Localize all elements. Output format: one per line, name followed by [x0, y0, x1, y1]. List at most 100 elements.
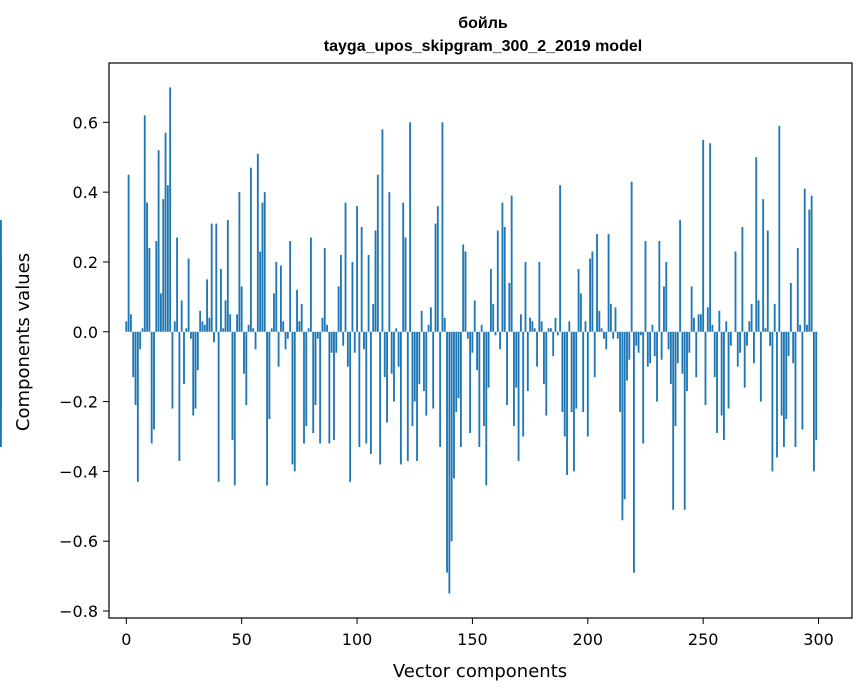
bar: [342, 331, 345, 346]
bar: [381, 129, 384, 332]
bar: [169, 87, 172, 332]
bar: [695, 331, 698, 378]
bar: [517, 331, 520, 461]
bar: [794, 331, 797, 447]
x-tick-label: 250: [688, 630, 719, 649]
bar: [369, 331, 372, 454]
bar: [166, 185, 169, 332]
bar: [780, 331, 783, 416]
bar: [443, 317, 446, 332]
bar: [358, 331, 361, 447]
bar: [702, 139, 705, 332]
bar: [365, 331, 368, 444]
bar: [464, 251, 467, 332]
bar: [522, 331, 525, 437]
bar: [254, 331, 257, 350]
bar: [570, 331, 573, 413]
bar: [282, 321, 285, 332]
bar: [713, 331, 716, 378]
bar: [577, 268, 580, 332]
bar: [224, 300, 227, 332]
bar: [263, 192, 266, 332]
bar: [240, 286, 243, 332]
bar: [183, 331, 185, 385]
bar: [173, 321, 176, 332]
bar: [478, 331, 481, 447]
bar: [448, 331, 451, 594]
bar: [277, 331, 280, 367]
bar: [538, 261, 541, 332]
bar: [813, 331, 815, 472]
bar: [672, 331, 675, 510]
bar: [616, 331, 619, 339]
bar: [134, 331, 137, 406]
bar: [192, 331, 195, 416]
bar: [303, 331, 305, 444]
y-axis-ticks: −0.8 −0.6 −0.4 −0.2 0.0 0.2 0.4 0.6: [59, 113, 109, 621]
bar: [423, 331, 425, 392]
bar: [609, 303, 612, 332]
bar: [194, 331, 197, 409]
bar: [164, 132, 167, 332]
bar: [681, 331, 684, 374]
bar: [219, 268, 222, 332]
bar: [674, 331, 677, 427]
bar: [545, 331, 548, 416]
bar: [757, 300, 760, 332]
bar: [148, 248, 151, 332]
bar: [420, 310, 423, 332]
bar: [356, 206, 358, 332]
bar: [222, 328, 225, 332]
bar: [665, 261, 668, 332]
bar: [300, 303, 303, 332]
bar: [196, 331, 199, 371]
bar: [471, 331, 474, 353]
y-axis-label: Components values: [13, 253, 34, 431]
bar: [762, 199, 765, 332]
bar: [575, 331, 578, 409]
bar: [630, 181, 633, 332]
bar: [579, 293, 582, 332]
bar: [453, 331, 455, 479]
bar: [457, 331, 460, 399]
bar: [734, 251, 737, 332]
chart-title-line1: бойль: [458, 15, 508, 32]
bar: [143, 115, 146, 332]
bar: [425, 331, 428, 416]
bar: [393, 331, 395, 402]
bar: [418, 331, 421, 385]
bar: [499, 331, 502, 350]
x-axis-label: Vector components: [393, 661, 567, 682]
bar: [455, 331, 458, 413]
bar: [339, 254, 342, 332]
bar: [653, 331, 656, 357]
bar: [494, 331, 497, 336]
y-tick-label: 0.4: [73, 183, 98, 202]
bar: [746, 331, 748, 346]
bar: [561, 331, 564, 413]
bar: [314, 331, 317, 406]
bar: [526, 331, 529, 392]
bar: [656, 331, 658, 402]
bar: [139, 331, 142, 350]
bar: [536, 331, 538, 367]
bar: [483, 331, 485, 427]
bar: [589, 258, 592, 332]
bar: [157, 150, 160, 332]
bar: [236, 314, 238, 332]
bar: [508, 282, 511, 332]
bar: [720, 331, 723, 416]
bar: [252, 328, 255, 332]
bar: [531, 321, 534, 332]
y-tick-label: 0.0: [73, 323, 98, 342]
bar: [529, 317, 532, 332]
bar: [466, 331, 469, 339]
bar: [268, 331, 271, 420]
bar: [462, 244, 465, 332]
bar: [344, 202, 347, 332]
bar: [231, 331, 234, 440]
bar: [510, 195, 513, 332]
bar: [796, 248, 799, 332]
bar: [628, 331, 631, 360]
bar: [748, 321, 751, 332]
